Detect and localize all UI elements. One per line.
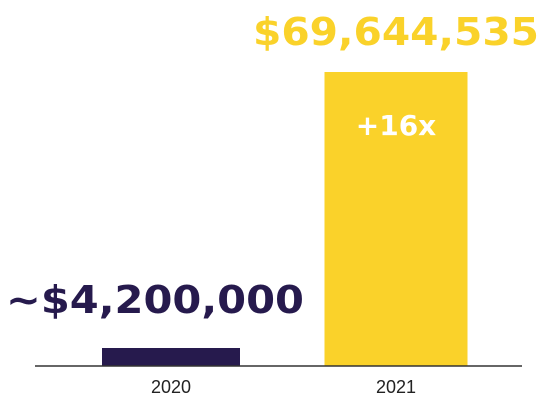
- bar-2020: [102, 348, 240, 366]
- x-tick-label-2020: 2020: [151, 377, 191, 397]
- value-label-2020: ~$4,200,000: [6, 278, 304, 322]
- value-label-2021: $69,644,535: [253, 10, 539, 54]
- x-tick-label-2021: 2021: [376, 377, 416, 397]
- bar-2021: [324, 72, 468, 366]
- multiplier-annotation: +16x: [356, 109, 437, 142]
